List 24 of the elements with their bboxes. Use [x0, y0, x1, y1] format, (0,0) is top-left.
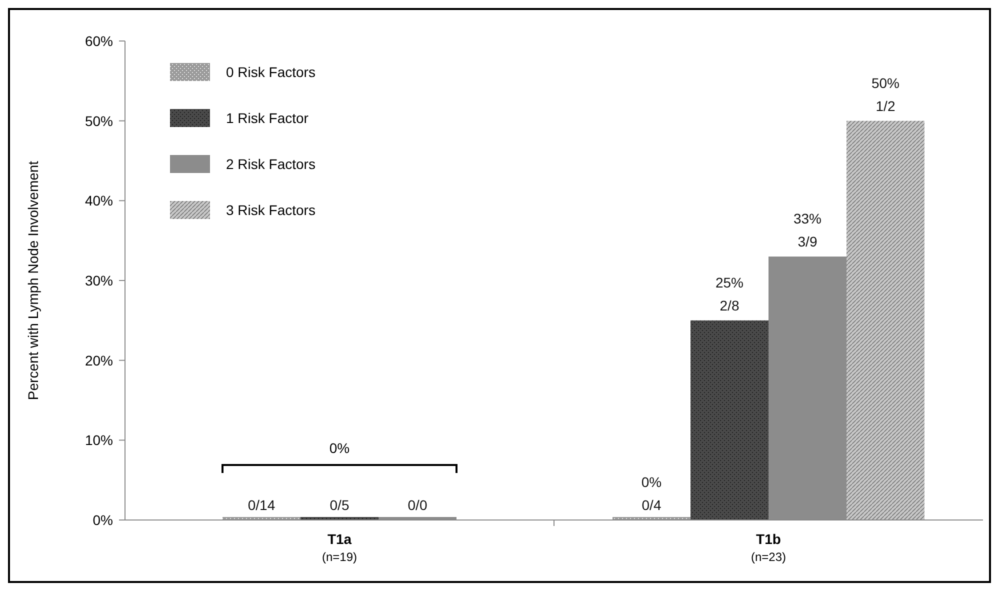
y-tick-label: 50% [84, 112, 113, 129]
annotation: 0% [329, 440, 350, 456]
x-tick-label: T1a (n=19) [322, 531, 358, 564]
data-label: 0/5 [330, 497, 350, 513]
y-tick-label: 60% [84, 33, 113, 49]
data-label: 0/0 [408, 497, 428, 513]
y-tick-label: 30% [84, 272, 113, 288]
legend-label: 2 Risk Factors [226, 156, 316, 172]
data-label: 0% 0/4 [641, 474, 662, 513]
data-label: 25% 2/8 [715, 274, 744, 314]
y-tick-label: 40% [84, 192, 113, 209]
legend-label: 1 Risk Factor [226, 110, 309, 126]
x-tick-label: T1b (n=23) [750, 531, 786, 564]
data-label: 33% 3/9 [793, 210, 822, 250]
y-tick-label: 0% [92, 512, 113, 528]
data-label: 0/14 [248, 497, 276, 513]
legend-label: 3 Risk Factors [226, 202, 316, 218]
legend-label: 0 Risk Factors [226, 64, 316, 80]
y-tick-label: 20% [84, 352, 113, 368]
y-tick-label: 10% [84, 432, 113, 448]
bar [690, 320, 768, 520]
y-axis-title: Percent with Lymph Node Involvement [25, 160, 41, 400]
data-label: 50% 1/2 [871, 74, 900, 114]
bar [768, 256, 846, 520]
